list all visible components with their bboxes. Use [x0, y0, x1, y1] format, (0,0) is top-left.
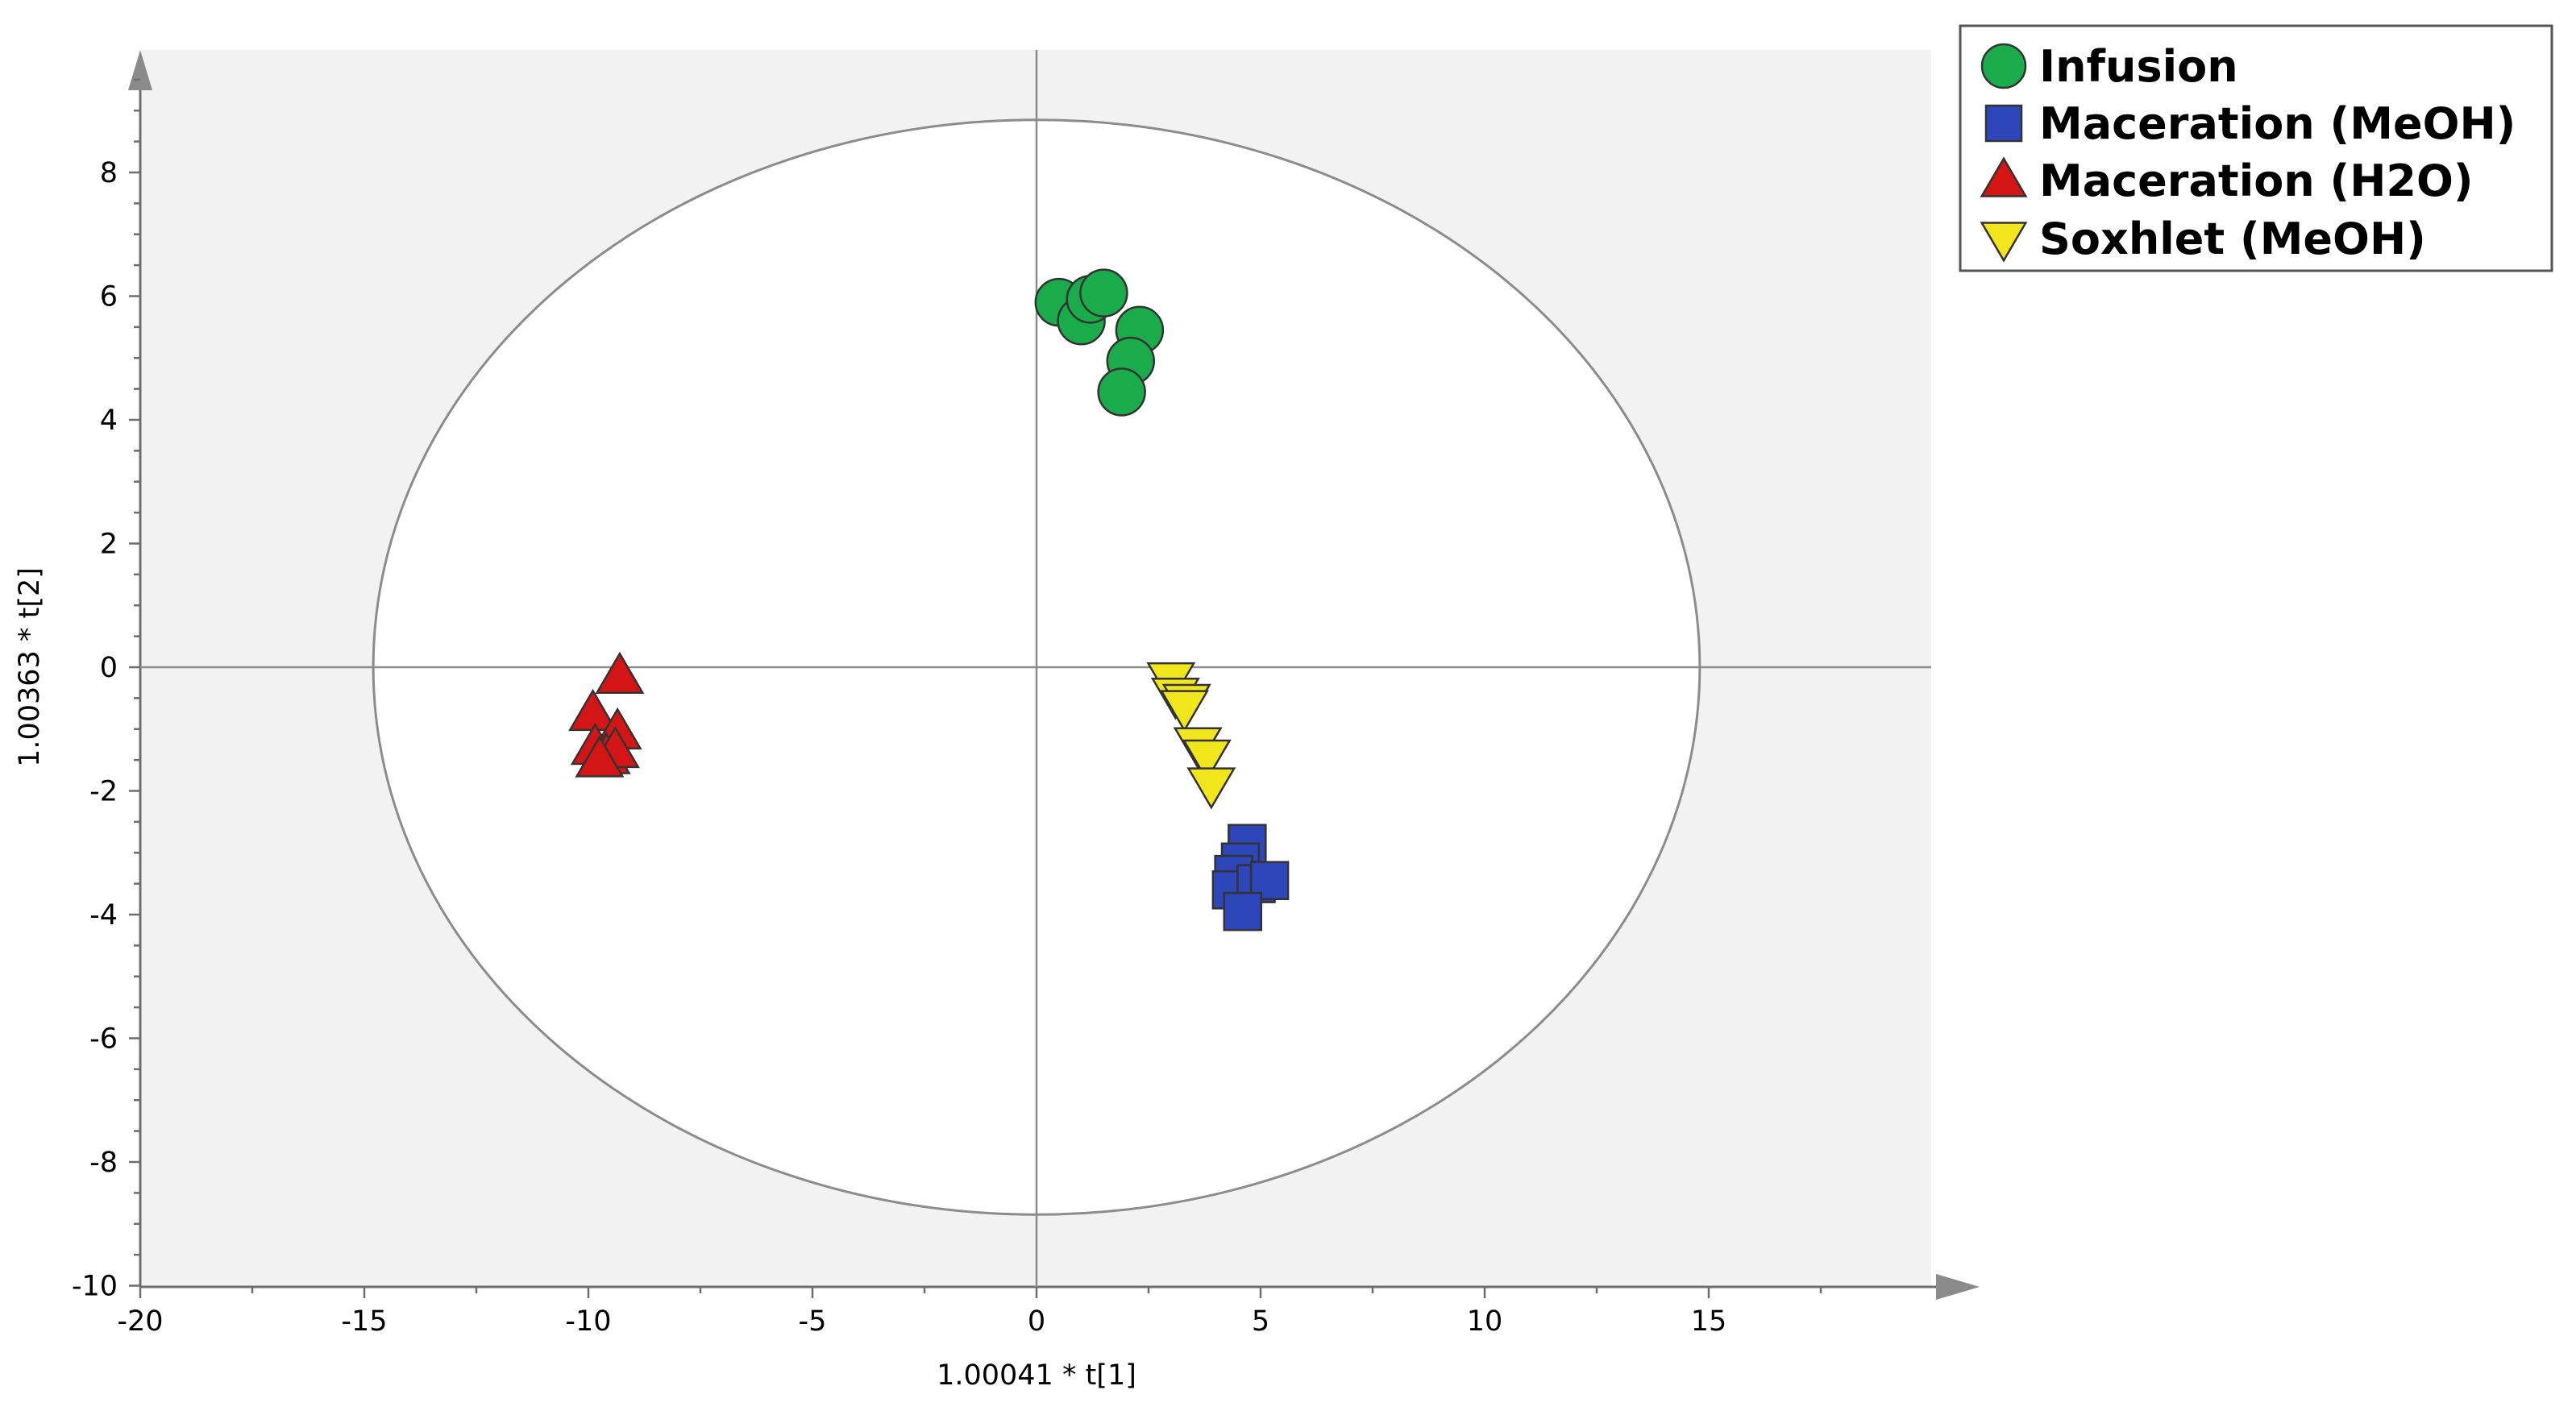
x-tick-label: -15	[341, 1305, 387, 1338]
legend: Infusion Maceration (MeOH) Maceration (H2O…	[1959, 24, 2553, 272]
y-tick-label: -4	[89, 899, 118, 932]
y-axis-title: 1.00363 * t[2]	[14, 567, 46, 767]
legend-marker	[1980, 156, 2028, 197]
x-tick-label: 5	[1252, 1305, 1269, 1338]
data-point	[1079, 268, 1128, 317]
x-axis-arrow	[1936, 1274, 1980, 1300]
y-tick-label: 8	[100, 157, 118, 189]
x-tick-label: 0	[1028, 1305, 1045, 1338]
series-soxhlet-meoh	[1146, 662, 1236, 810]
legend-marker	[1980, 222, 2028, 263]
legend-marker	[1984, 104, 2023, 143]
x-tick-label: 10	[1467, 1305, 1503, 1338]
legend-label: Soxhlet (MeOH)	[2039, 214, 2426, 264]
data-point	[575, 735, 625, 778]
data-point	[1223, 891, 1263, 932]
y-tick-label: -8	[89, 1147, 118, 1179]
y-tick-label: -6	[89, 1023, 118, 1056]
series-infusion	[1034, 268, 1165, 417]
x-tick-label: -10	[565, 1305, 611, 1338]
x-axis-title: 1.00041 * t[1]	[937, 1359, 1136, 1392]
series-maceration-h2o	[568, 651, 645, 778]
data-point	[1182, 739, 1232, 782]
data-point	[1186, 767, 1236, 810]
legend-box	[1959, 24, 2553, 272]
data-point	[1159, 690, 1210, 732]
data-point	[595, 651, 645, 695]
y-tick-label: -10	[72, 1271, 118, 1303]
legend-marker	[1980, 43, 2027, 89]
x-tick-label: -20	[117, 1305, 163, 1338]
legend-label: Maceration (H2O)	[2039, 156, 2474, 206]
y-tick-label: 0	[100, 652, 118, 684]
data-point	[1097, 367, 1146, 417]
series-maceration-meoh	[1211, 824, 1290, 932]
legend-label: Infusion	[2039, 41, 2238, 92]
y-tick-label: -2	[89, 776, 118, 808]
x-tick-label: 15	[1691, 1305, 1727, 1338]
y-tick-label: 6	[100, 281, 118, 313]
legend-label: Maceration (MeOH)	[2039, 98, 2516, 149]
x-tick-label: -5	[799, 1305, 827, 1338]
y-tick-label: 2	[100, 529, 118, 561]
y-tick-label: 4	[100, 405, 118, 437]
